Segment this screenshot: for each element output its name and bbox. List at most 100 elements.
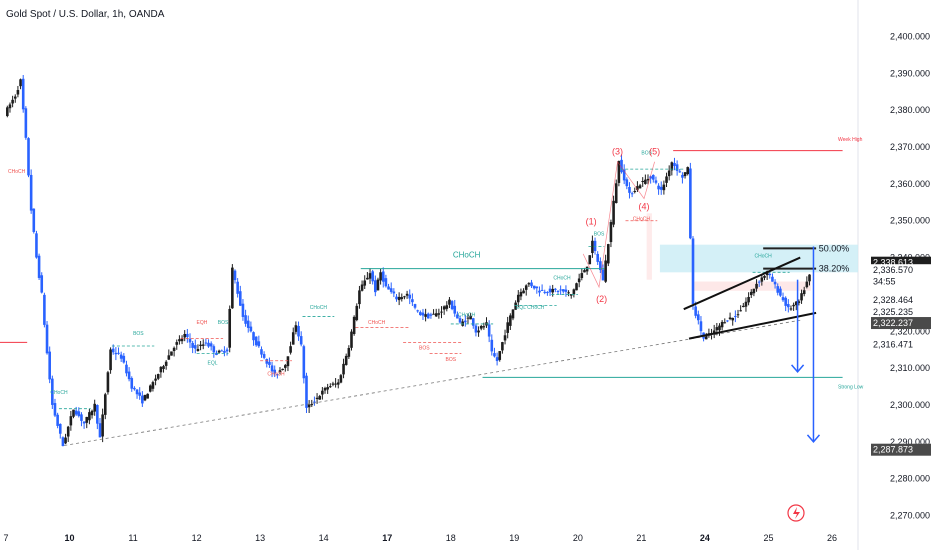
candle [800,289,803,304]
candle-body [469,315,472,320]
candle [141,391,144,407]
candle-body [723,322,727,324]
candle-body [519,291,523,297]
candle-body [747,296,750,303]
candle-body [559,289,562,291]
candle-body [13,96,17,99]
candle-body [540,289,544,291]
candle [374,275,377,297]
candle [201,339,205,350]
candle-body [395,296,398,300]
candle [220,349,224,352]
candle [88,408,91,425]
candle-body [51,378,54,405]
candle [262,351,266,360]
candle-body [458,318,462,323]
candle-body [72,409,75,417]
candle-body [21,78,25,110]
candle [466,313,470,324]
candle [667,165,671,181]
candle [723,318,727,324]
fib-label: 38.20% [819,264,850,274]
candle-body [321,390,324,395]
candle [720,320,724,331]
candle-body [445,305,449,309]
candle [638,183,642,189]
candle [519,288,523,301]
candle-body [273,369,277,374]
candle-body [387,286,390,290]
candle-body [257,341,261,347]
candle [74,406,78,416]
candle-body [355,305,359,321]
candle-body [681,174,684,178]
candle-body [704,335,708,340]
candle-body [689,168,692,239]
candle-body [440,311,443,313]
candle-body [220,350,224,352]
candle [254,336,258,347]
candle-body [670,162,674,171]
candle-body [127,371,131,380]
candle [204,338,208,346]
candle-body [628,186,631,193]
candle [130,376,134,392]
candle-body [432,313,435,315]
candle-body [728,317,732,320]
candle-body [278,370,282,373]
candle [159,366,163,378]
candle-body [307,404,311,408]
candle [779,286,782,297]
price-tick-label: 2,400.000 [890,31,930,41]
candle [744,297,748,312]
candle [432,309,435,315]
candle-body [276,374,279,376]
price-label-box [871,305,931,318]
candle [628,182,631,199]
smc-label: CHoCH [458,313,476,319]
candle-body [405,293,409,296]
channel-line [688,311,817,340]
candle [474,323,478,337]
time-axis[interactable]: 7 10 11 12 13 14 17 18 19 20 21 24 25 26 [3,533,837,543]
candle-body [236,281,239,294]
candle-body [347,348,351,357]
candle-body [800,293,803,301]
candle-body [64,437,67,444]
price-label-box [871,264,931,277]
candle-body [170,351,173,356]
candle-body [172,347,176,352]
candle [199,340,202,351]
price-axis[interactable]: 2,400.000 2,390.000 2,380.000 2,370.000 2,36… [871,31,931,521]
candle-body [326,387,329,390]
candle-body [175,342,179,345]
candle [331,381,335,387]
candle [98,417,102,438]
candle [776,283,780,296]
candle [559,285,562,295]
candle-body [217,350,221,353]
candle [728,312,732,321]
candle [180,335,184,345]
candle-body [638,185,642,189]
candle [686,166,690,176]
flash-icon[interactable] [787,504,805,522]
candle [119,351,123,362]
candle [106,370,110,395]
candle-body [212,346,216,353]
candle-body [657,185,660,190]
candle [381,267,385,288]
candle [231,264,234,309]
wave-label: (4) [639,202,650,212]
candle [212,344,216,358]
candle-body [291,332,295,345]
candle-body [487,324,491,337]
candle [580,268,584,281]
candle-body [503,335,507,341]
candle-body [699,321,703,332]
candle-body [334,383,337,385]
candle-body [231,267,234,309]
candle-body [437,313,441,315]
candle-body [299,336,303,345]
